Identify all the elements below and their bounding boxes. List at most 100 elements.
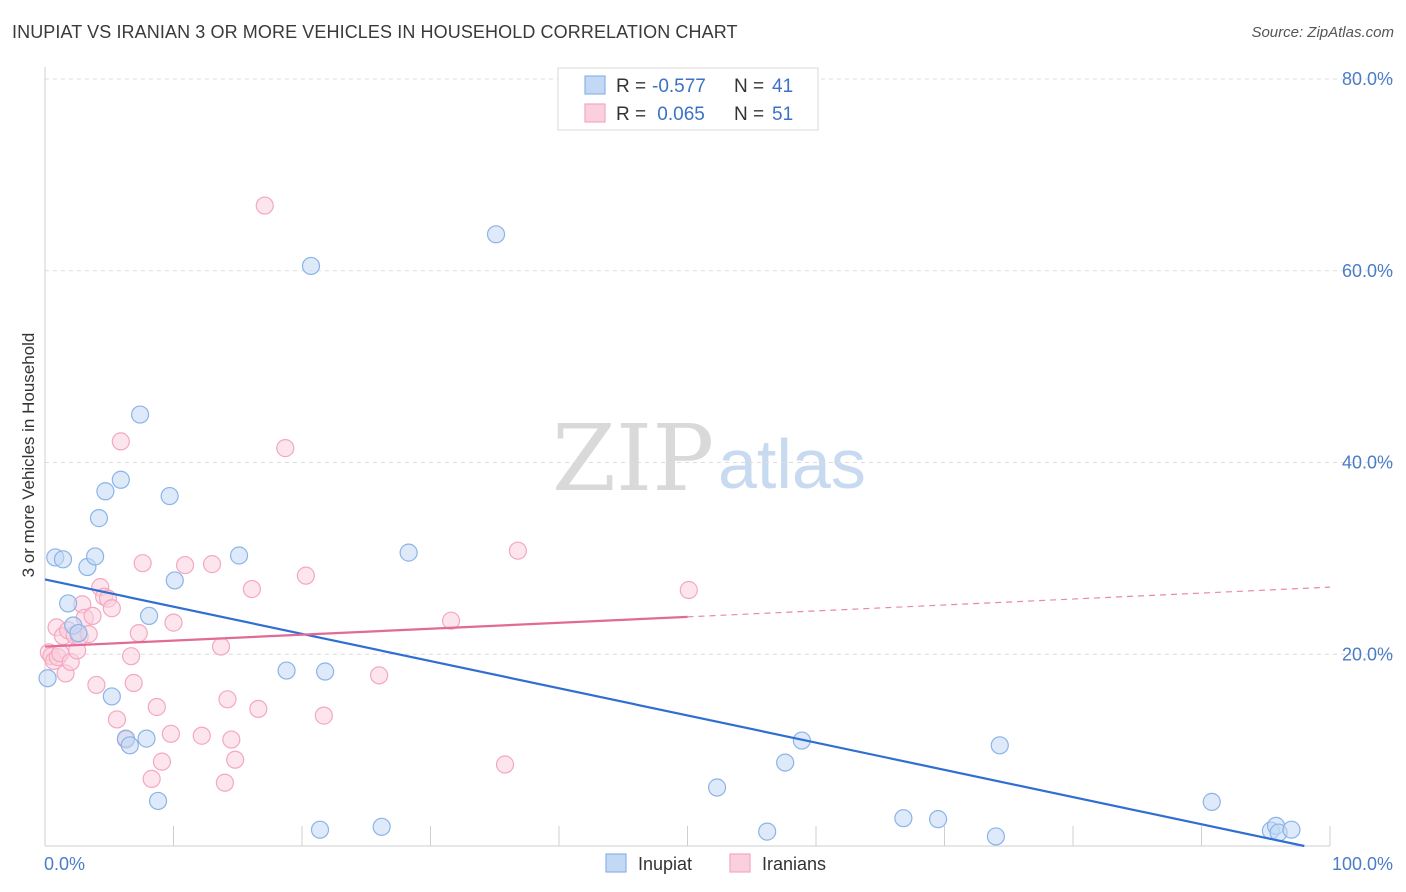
legend-r-label-inupiat: R = — [616, 76, 646, 97]
iranians-point — [370, 666, 389, 685]
y-tick-label: 80.0% — [1342, 69, 1393, 89]
iranians-point — [87, 675, 106, 695]
iranians-point — [152, 752, 172, 771]
inupiat-point — [1202, 792, 1221, 811]
chart-title: INUPIAT VS IRANIAN 3 OR MORE VEHICLES IN… — [12, 22, 738, 42]
iranians-point — [508, 541, 527, 560]
y-axis-label: 3 or more Vehicles in Household — [19, 333, 38, 578]
gridlines — [45, 78, 1393, 655]
legend-swatch-iranians — [584, 103, 606, 123]
inupiat-point — [707, 778, 727, 797]
iranians-trend-extension — [687, 586, 1331, 618]
series-inupiat-points — [38, 225, 1301, 846]
inupiat-point — [758, 822, 777, 841]
iranians-point — [296, 566, 315, 585]
iranians-point — [111, 432, 130, 451]
inupiat-point — [59, 594, 78, 613]
inupiat-point — [1282, 820, 1301, 839]
legend-n-value-inupiat: 41 — [772, 76, 793, 97]
inupiat-point — [301, 256, 321, 276]
watermark-atlas: atlas — [718, 425, 866, 503]
iranians-point — [441, 611, 461, 630]
iranians-point — [164, 613, 183, 632]
iranians-point — [679, 580, 698, 600]
x-tick-labels: 0.0% 100.0% — [44, 854, 1393, 874]
iranians-point — [218, 690, 237, 709]
legend-n-label-inupiat: N = — [734, 76, 764, 97]
inupiat-point — [130, 405, 150, 424]
legend-r-label-iranians: R = — [616, 104, 646, 125]
iranians-point — [83, 606, 102, 626]
inupiat-point — [86, 547, 105, 566]
trend-lines — [44, 578, 1331, 848]
iranians-point — [202, 555, 222, 574]
iranians-point — [129, 624, 148, 643]
iranians-point — [276, 439, 295, 458]
inupiat-point — [38, 669, 57, 688]
watermark-zip: ZIP — [552, 405, 714, 512]
iranians-point — [226, 750, 245, 769]
legend-r-value-iranians: 0.065 — [652, 104, 705, 125]
legend-box: R = -0.577 N = 41 R = 0.065 N = 51 — [557, 67, 819, 131]
iranians-point — [242, 579, 261, 599]
inupiat-point — [53, 550, 73, 569]
y-tick-label: 40.0% — [1342, 453, 1393, 473]
inupiat-point — [89, 509, 109, 528]
iranians-point — [124, 673, 143, 693]
inupiat-point — [160, 486, 179, 506]
inupiat-point — [139, 606, 159, 626]
inupiat-point — [310, 820, 330, 839]
legend-r-value-inupiat: -0.577 — [652, 76, 706, 97]
bottom-legend-swatch-inupiat — [605, 853, 627, 873]
iranians-point — [175, 555, 195, 575]
inupiat-point — [986, 827, 1006, 846]
legend-n-value-iranians: 51 — [772, 104, 793, 125]
iranians-point — [107, 710, 127, 729]
iranians-point — [222, 730, 241, 749]
series-iranians-points — [39, 196, 698, 792]
inupiat-trend-line — [44, 578, 1305, 848]
inupiat-point — [69, 624, 88, 643]
y-tick-labels: 20.0% 40.0% 60.0% 80.0% — [1342, 69, 1393, 664]
iranians-point — [142, 769, 161, 788]
bottom-legend-swatch-iranians — [729, 853, 751, 873]
chart-source: Source: ZipAtlas.com — [1251, 24, 1394, 41]
inupiat-point — [486, 225, 506, 244]
inupiat-point — [894, 809, 913, 828]
iranians-point — [161, 724, 181, 743]
iranians-point — [121, 647, 141, 666]
x-tick-label: 0.0% — [44, 854, 85, 874]
bottom-legend-label-iranians: Iranians — [762, 854, 826, 874]
iranians-point — [211, 637, 231, 656]
y-tick-label: 20.0% — [1342, 644, 1393, 664]
iranians-point — [133, 554, 152, 573]
inupiat-point — [165, 571, 184, 590]
y-tick-label: 60.0% — [1342, 261, 1393, 281]
inupiat-point — [229, 546, 249, 565]
inupiat-point — [148, 791, 168, 811]
iranians-point — [255, 196, 274, 215]
bottom-legend-label-inupiat: Inupiat — [638, 854, 692, 874]
inupiat-point — [316, 662, 335, 681]
iranians-point — [495, 755, 515, 774]
inupiat-point — [277, 661, 296, 680]
bottom-legend: Inupiat Iranians — [605, 853, 826, 874]
legend-n-label-iranians: N = — [734, 104, 764, 125]
iranians-point — [192, 726, 211, 745]
inupiat-point — [776, 753, 795, 772]
inupiat-point — [96, 482, 115, 501]
legend-swatch-inupiat — [584, 75, 606, 95]
inupiat-point — [928, 810, 948, 829]
iranians-point — [249, 699, 268, 718]
axes — [44, 67, 1331, 847]
inupiat-point — [372, 817, 391, 836]
inupiat-point — [399, 543, 418, 562]
inupiat-point — [111, 470, 130, 489]
inupiat-point — [102, 687, 121, 706]
x-tick-label: 100.0% — [1332, 854, 1393, 874]
iranians-point — [102, 599, 121, 618]
iranians-trend-line — [44, 615, 688, 648]
iranians-point — [147, 697, 166, 717]
iranians-point — [314, 706, 333, 725]
